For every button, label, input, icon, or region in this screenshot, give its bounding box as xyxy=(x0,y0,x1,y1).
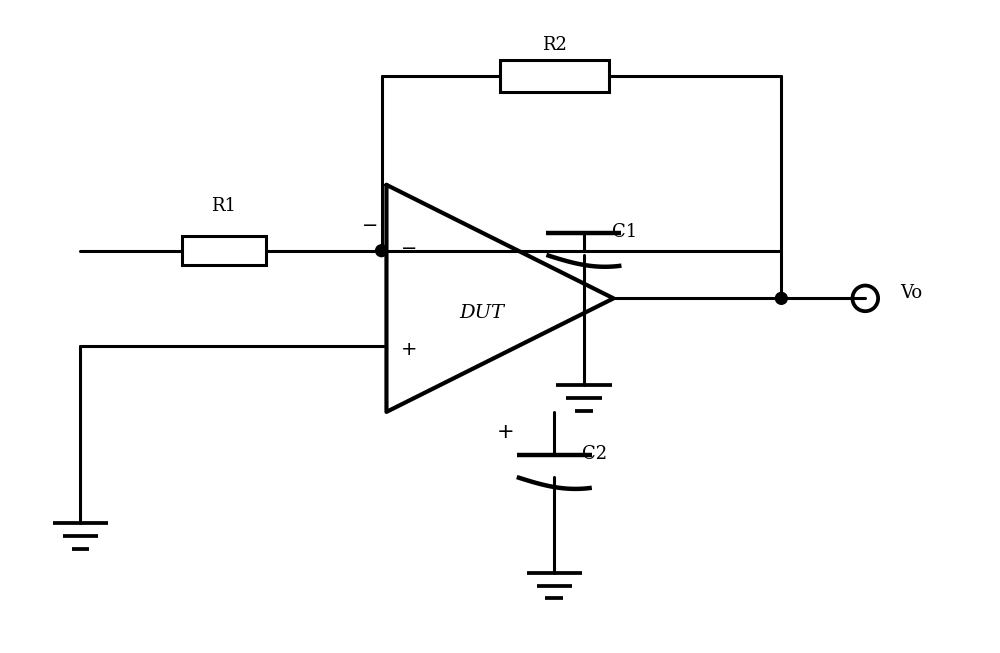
Text: DUT: DUT xyxy=(460,304,505,322)
Text: $-$: $-$ xyxy=(400,237,416,256)
Text: Vo: Vo xyxy=(900,285,922,302)
Text: $+$: $+$ xyxy=(400,340,416,360)
Text: $+$: $+$ xyxy=(496,422,514,441)
Circle shape xyxy=(376,245,387,257)
Text: R1: R1 xyxy=(211,197,236,215)
Text: C2: C2 xyxy=(582,445,607,464)
Text: C1: C1 xyxy=(612,223,637,241)
Text: R2: R2 xyxy=(542,36,567,54)
Bar xyxy=(500,61,609,92)
Text: $-$: $-$ xyxy=(361,214,377,232)
Circle shape xyxy=(775,293,787,304)
Bar xyxy=(182,236,266,266)
